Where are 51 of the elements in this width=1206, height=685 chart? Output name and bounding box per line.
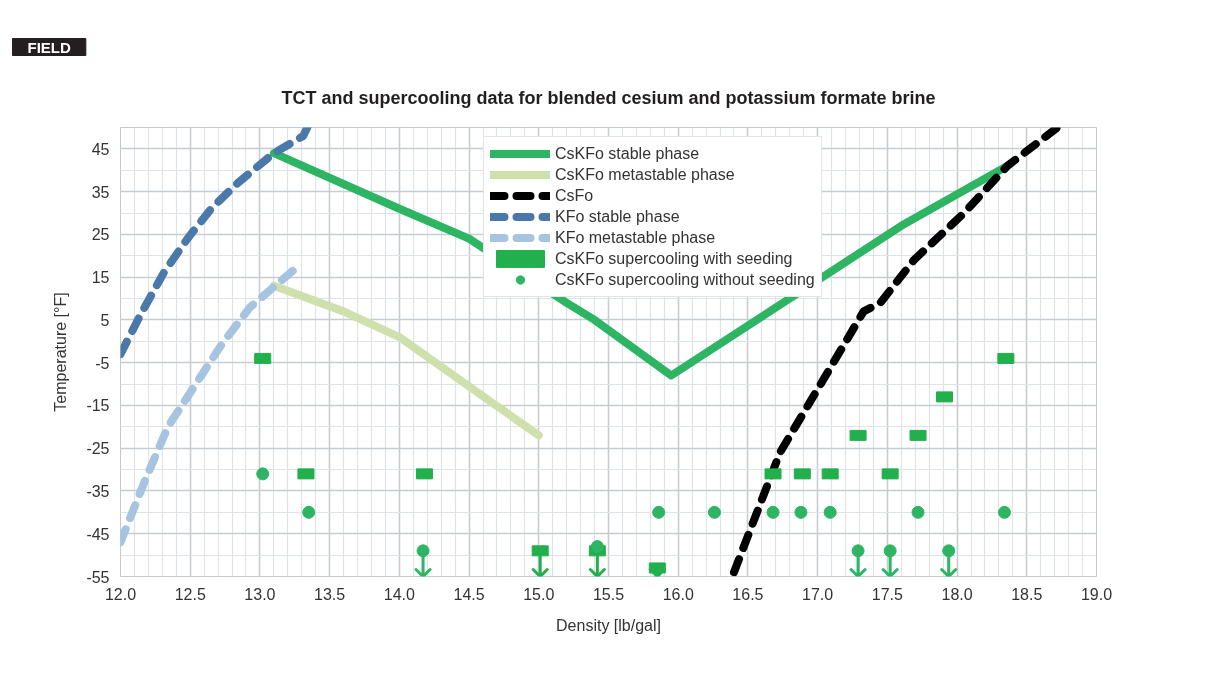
point [652,505,666,519]
x-tick-label: 15.0 [523,585,555,603]
point [942,544,956,558]
legend-label: CsKFo stable phase [555,143,700,164]
legend-label: CsKFo metastable phase [555,164,735,185]
legend-label: CsKFo supercooling without seeding [555,269,815,290]
x-tick-label: 13.5 [314,585,346,603]
x-tick-label: 12.0 [104,585,137,603]
text: FIELD [12,38,86,56]
point [851,544,865,558]
y-tick-label: 45 [91,140,110,158]
x-tick-label: 14.5 [453,585,485,603]
x-tick-label: 14.0 [383,585,416,603]
y-tick-label: -45 [86,525,110,543]
point [416,544,430,558]
y-tick-label: 25 [91,226,110,244]
x-tick-label: 18.5 [1011,585,1043,603]
point [302,505,316,519]
x-tick-label: 15.5 [592,585,625,603]
point [823,505,837,519]
y-tick-label: -15 [86,397,110,415]
chart-title: TCT and supercooling data for blended cesium and potassium formate brine [281,87,936,108]
legend-label: CsKFo supercooling with seeding [555,248,793,269]
point [766,505,780,519]
x-tick-label: 19.0 [1080,585,1113,603]
x-tick-label: 16.0 [662,585,694,603]
x-tick-label: 13.0 [244,585,276,603]
point [883,544,897,558]
y-tick-label: -25 [86,440,110,458]
x-tick-label: 17.5 [871,585,904,603]
x-tick-label: 12.5 [174,585,206,603]
point [911,505,925,519]
y-tick-label: -35 [86,482,110,500]
y-tick-label: 5 [100,311,110,329]
x-tick-label: 17.0 [802,585,834,603]
x-tick-label: 18.0 [941,585,973,603]
x-tick-label: 16.5 [732,585,764,603]
y-tick-label: 35 [91,183,110,201]
x-axis-title: Density [lb/gal] [556,616,661,634]
point [794,505,808,519]
point [997,505,1011,519]
point [590,540,604,554]
y-axis-title: Temperature [°F] [52,292,70,412]
point [256,467,270,481]
y-tick-label: 15 [91,269,110,287]
legend-label: KFo stable phase [555,206,680,227]
legend-label: KFo metastable phase [555,227,716,248]
y-tick-label: -55 [86,568,110,586]
y-tick-label: -5 [95,354,110,372]
point [707,505,721,519]
legend-label: CsFo [555,185,594,206]
